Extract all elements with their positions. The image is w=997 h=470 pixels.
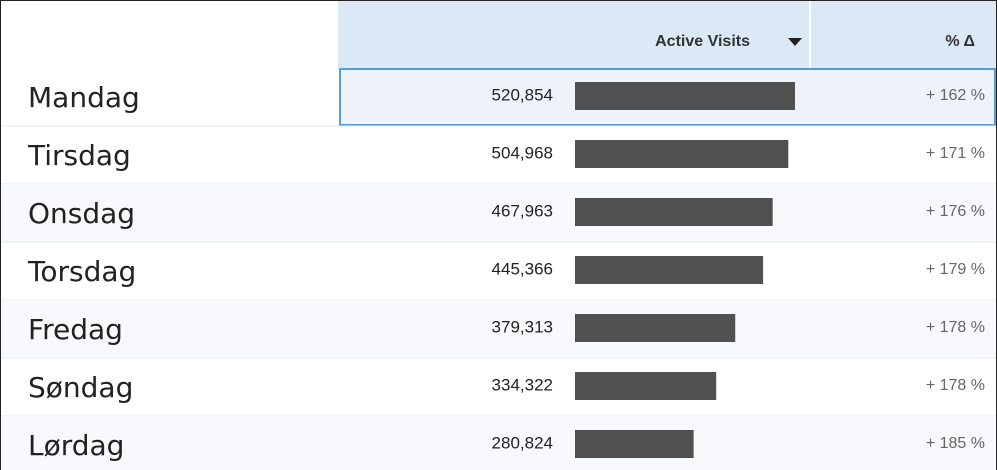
pct-change: + 179 % [926,261,985,278]
bar [575,256,764,284]
bar [575,198,773,226]
pct-change: + 178 % [926,319,985,336]
pct-change: + 176 % [926,203,985,220]
pct-change: + 171 % [926,145,985,162]
row-bg [1,300,996,358]
visits-value: 504,968 [492,143,553,162]
row-label: Tirsdag [27,139,131,172]
pct-change: + 185 % [926,435,985,452]
row-label: Lørdag [28,429,124,462]
row-bg [1,184,996,242]
pct-change: + 162 % [926,87,985,104]
visits-value: 520,854 [492,85,553,104]
row-label: Fredag [28,313,123,346]
column-header[interactable]: % Δ [945,33,975,50]
row-bg [1,416,996,470]
row-label: Mandag [28,81,140,114]
visits-value: 280,824 [492,433,553,452]
visits-value: 379,313 [492,317,553,336]
bar [575,82,795,110]
visits-value: 445,366 [492,259,553,278]
header-bg [338,1,996,68]
bar [575,314,736,342]
bar [575,430,694,458]
row-label: Søndag [28,371,133,404]
bar [575,372,717,400]
visits-value: 467,963 [492,201,553,220]
sort-arrow[interactable] [788,38,802,46]
pct-change: + 178 % [926,377,985,394]
bar [575,140,789,168]
visits-value: 334,322 [492,375,553,394]
column-header[interactable]: Active Visits [655,33,750,50]
row-label: Torsdag [27,255,136,288]
row-label: Onsdag [28,197,135,230]
rows: Mandag 520,854 + 162 % Tirsdag 504,968 + 171 … [1,68,996,470]
